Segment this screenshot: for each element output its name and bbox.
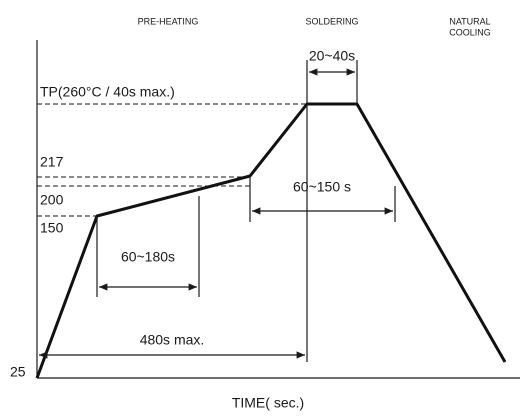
dimension-label: 60~150 s (293, 179, 351, 195)
temperature-label: 150 (40, 220, 64, 236)
dimension-label: 480s max. (140, 332, 205, 348)
temperature-profile (35, 102, 507, 379)
temperature-label: 217 (40, 154, 64, 170)
dimension-label: 60~180s (121, 249, 175, 265)
zone-label: COOLING (449, 27, 491, 37)
dimension-label: 20~40s (309, 48, 355, 64)
zone-label: PRE-HEATING (138, 16, 199, 26)
zone-label: SOLDERING (305, 16, 358, 26)
temperature-label: 25 (10, 364, 26, 380)
x-axis-title: TIME( sec.) (232, 395, 304, 411)
zone-label: NATURAL (449, 16, 490, 26)
temperature-label: TP(260°C / 40s max.) (40, 84, 175, 100)
temperature-label: 200 (40, 192, 64, 208)
